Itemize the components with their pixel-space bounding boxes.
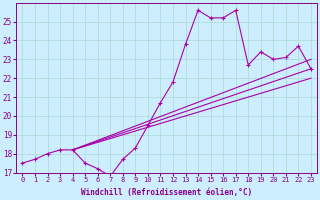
X-axis label: Windchill (Refroidissement éolien,°C): Windchill (Refroidissement éolien,°C) <box>81 188 252 197</box>
